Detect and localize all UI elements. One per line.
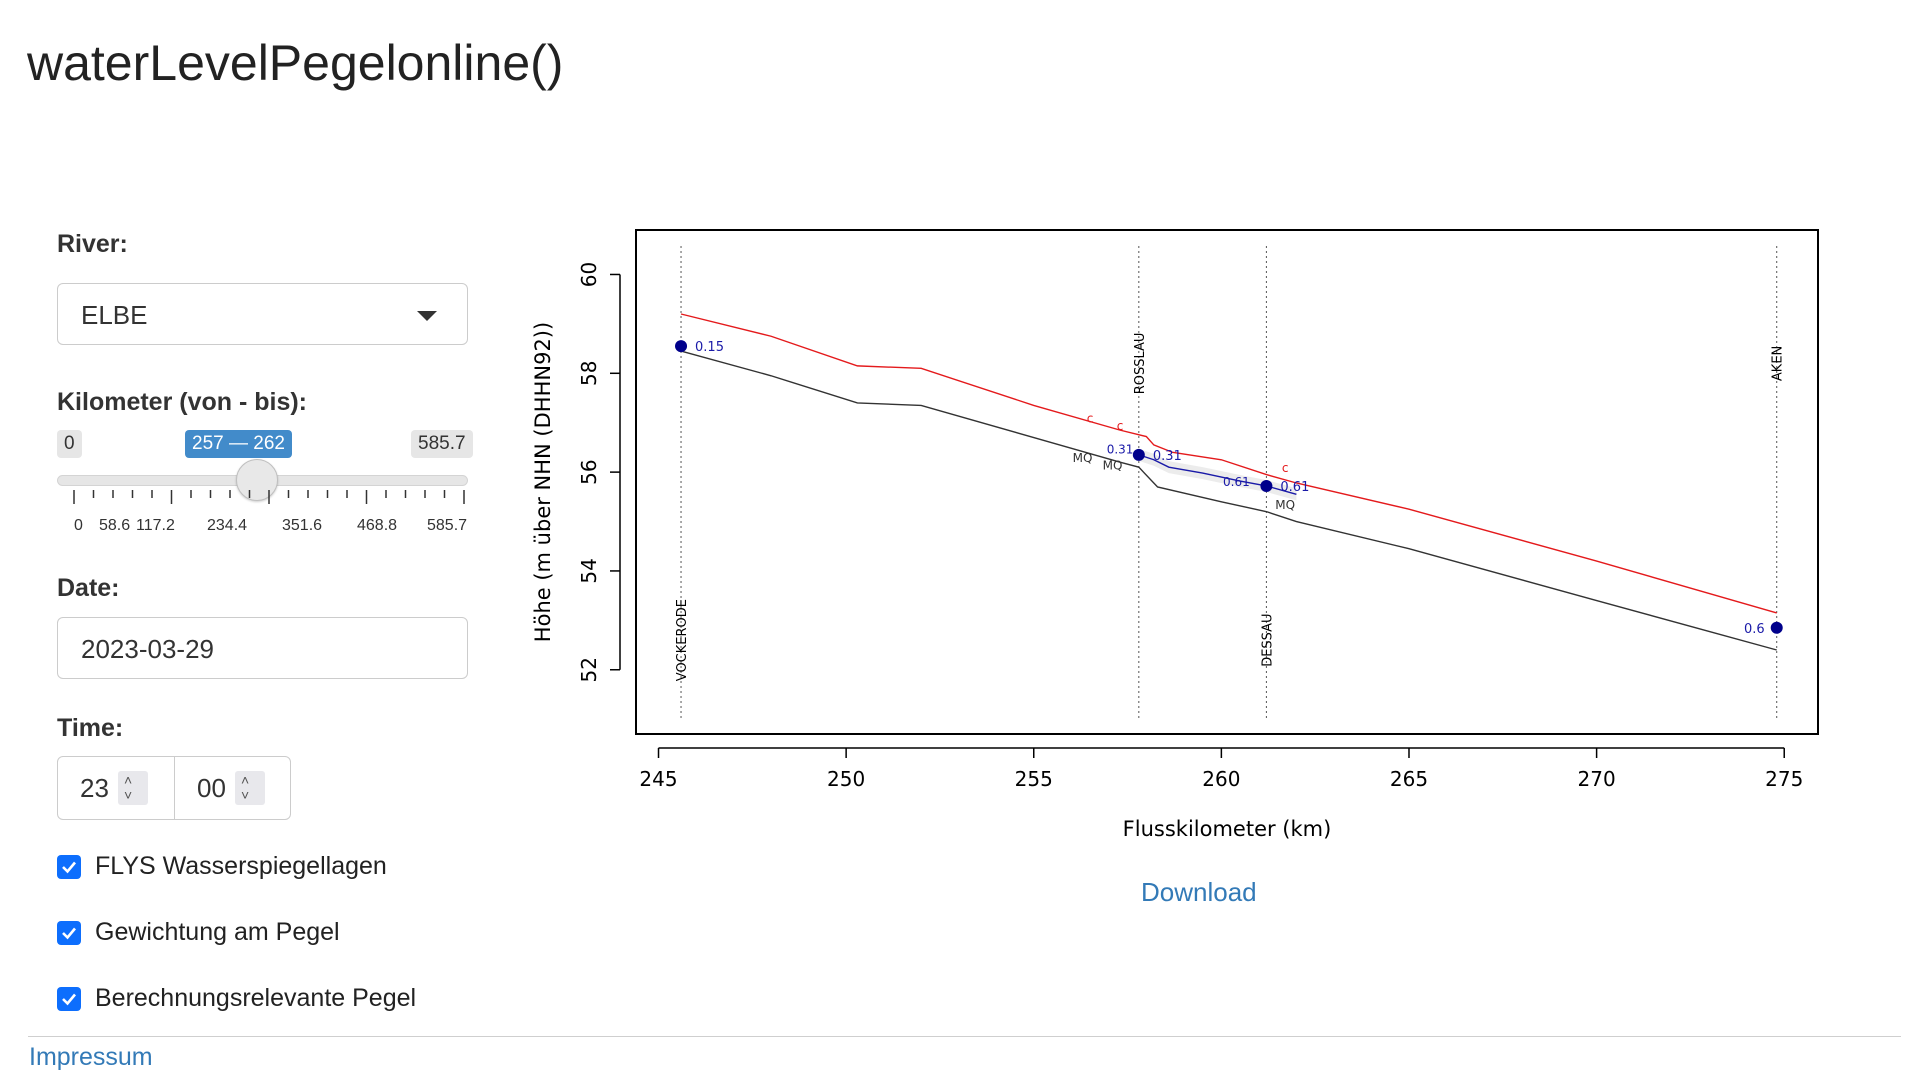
annotation-label: c <box>1282 461 1289 475</box>
km-range-label: Kilometer (von - bis): <box>57 388 308 416</box>
annotation-label: MQ <box>1103 459 1123 473</box>
check-icon <box>62 993 76 1006</box>
gauge-point <box>1132 448 1145 461</box>
series-line-0 <box>680 313 1777 614</box>
annotation-label: MQ <box>1073 451 1093 465</box>
date-input[interactable]: 2023-03-29 <box>57 617 468 679</box>
annotation-label: c <box>1117 419 1124 433</box>
river-label: River: <box>57 230 128 258</box>
km-min-label: 0 <box>57 430 82 458</box>
gauge-point <box>1260 479 1273 492</box>
y-tick-label: 56 <box>577 459 601 484</box>
chevron-up-icon[interactable]: ˄ <box>124 772 133 788</box>
gauge-point <box>675 340 688 353</box>
x-axis-label: Flusskilometer (km) <box>1123 817 1332 841</box>
footer-divider <box>28 1036 1901 1037</box>
time-input: 23 ˄ ˅ 00 ˄ ˅ <box>57 756 291 820</box>
river-select[interactable]: ELBE <box>57 283 468 345</box>
gewichtung-checkbox-label: Gewichtung am Pegel <box>95 918 340 946</box>
minute-value: 00 <box>197 773 226 803</box>
chevron-up-icon[interactable]: ˄ <box>241 772 250 788</box>
relevante-pegel-checkbox-label: Berechnungsrelevante Pegel <box>95 984 417 1012</box>
x-tick-label: 265 <box>1390 767 1428 791</box>
flys-checkbox[interactable] <box>57 855 81 879</box>
y-tick-label: 52 <box>577 657 601 682</box>
gauge-name: VOCKERODE <box>675 599 690 681</box>
annotation-label: 0.31 <box>1107 442 1134 456</box>
km-tick-label: 0 <box>74 517 83 534</box>
x-tick-label: 255 <box>1015 767 1053 791</box>
impressum-link[interactable]: Impressum <box>29 1043 153 1071</box>
hour-stepper[interactable]: ˄ ˅ <box>118 771 148 805</box>
gauge-name: DESSAU <box>1260 613 1275 666</box>
date-label: Date: <box>57 574 120 602</box>
gauge-point <box>1770 621 1783 634</box>
chart-svg: VOCKERODE ROSSLAU DESSAU AKEN c c c MQ MQ MQ 0.31… <box>531 229 1819 841</box>
annotation-label: 0.61 <box>1223 475 1250 489</box>
uncertainty-band <box>1138 448 1297 501</box>
x-tick-label: 260 <box>1202 767 1240 791</box>
gauge-value-label: 0.6 <box>1744 622 1765 637</box>
gauge-name: AKEN <box>1771 346 1786 381</box>
series-line-1 <box>680 350 1777 651</box>
chevron-down-icon[interactable]: ˅ <box>241 787 250 803</box>
minute-stepper[interactable]: ˄ ˅ <box>235 771 265 805</box>
hour-input[interactable]: 23 ˄ ˅ <box>58 757 175 819</box>
x-tick-label: 250 <box>827 767 865 791</box>
plot-frame <box>635 229 1819 735</box>
km-tick-label: 585.7 <box>427 517 468 534</box>
gauge-name: ROSSLAU <box>1133 333 1148 395</box>
km-slider-ticks <box>73 490 465 504</box>
chevron-down-icon <box>417 311 437 321</box>
check-icon <box>62 861 76 874</box>
app-title: waterLevelPegelonline() <box>27 35 564 91</box>
km-tick-label: 58.6 <box>99 517 131 534</box>
annotation-label: MQ <box>1275 498 1295 512</box>
y-axis-label: Höhe (m über NHN (DHHN92)) <box>531 322 555 642</box>
x-tick-label: 275 <box>1765 767 1803 791</box>
time-label: Time: <box>57 714 124 742</box>
gauge-value-label: 0.15 <box>695 340 724 355</box>
river-select-value: ELBE <box>81 300 148 330</box>
gauge-value-label: 0.61 <box>1280 480 1309 495</box>
chevron-down-icon[interactable]: ˅ <box>124 787 133 803</box>
gewichtung-checkbox[interactable] <box>57 921 81 945</box>
y-tick-label: 60 <box>577 262 601 287</box>
check-icon <box>62 927 76 940</box>
download-link[interactable]: Download <box>1141 877 1257 907</box>
minute-input[interactable]: 00 ˄ ˅ <box>175 757 291 819</box>
relevante-pegel-checkbox[interactable] <box>57 987 81 1011</box>
km-tick-label: 117.2 <box>136 517 175 534</box>
y-tick-label: 58 <box>577 361 601 386</box>
gauge-value-label: 0.31 <box>1153 449 1182 464</box>
hour-value: 23 <box>80 773 109 803</box>
km-max-label: 585.7 <box>411 430 473 458</box>
x-tick-label: 270 <box>1578 767 1616 791</box>
km-tick-label: 468.8 <box>357 517 398 534</box>
annotation-label: c <box>1087 412 1094 426</box>
y-tick-label: 54 <box>577 558 601 583</box>
x-tick-label: 245 <box>639 767 677 791</box>
km-range-value: 257 — 262 <box>185 430 292 458</box>
km-tick-label: 351.6 <box>282 517 323 534</box>
km-slider-handle[interactable] <box>236 459 279 501</box>
km-tick-label: 234.4 <box>207 517 248 534</box>
flys-checkbox-label: FLYS Wasserspiegellagen <box>95 852 387 880</box>
date-input-value: 2023-03-29 <box>81 634 214 664</box>
water-level-chart: VOCKERODE ROSSLAU DESSAU AKEN c c c MQ MQ MQ 0.31… <box>520 210 1820 870</box>
